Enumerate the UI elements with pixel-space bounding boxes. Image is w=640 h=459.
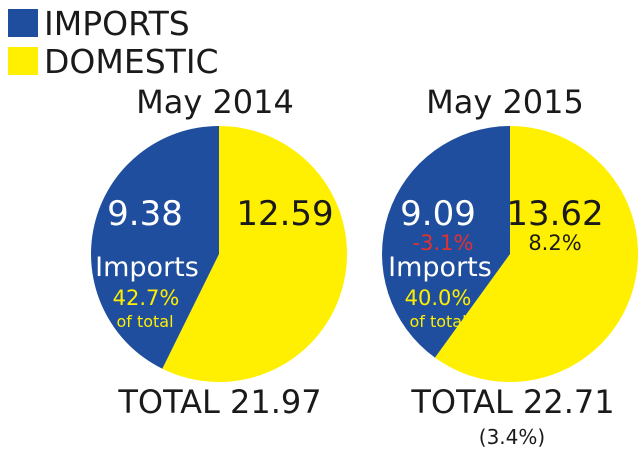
- imports-share-2015: 40.0%: [405, 286, 472, 310]
- imports-value-2015: 9.09: [400, 194, 476, 234]
- imports-label-2014: Imports: [95, 252, 199, 283]
- legend-label-imports: IMPORTS: [44, 3, 190, 43]
- legend: IMPORTS DOMESTIC: [8, 4, 219, 80]
- imports-value-2014: 9.38: [107, 194, 183, 234]
- imports-change-2015: -3.1%: [413, 231, 474, 255]
- total-2014: TOTAL 21.97: [117, 383, 321, 421]
- imports-share-2014: 42.7%: [113, 286, 180, 310]
- legend-item-domestic: DOMESTIC: [8, 42, 219, 80]
- chart-title-may-2014: May 2014: [136, 83, 294, 121]
- legend-label-domestic: DOMESTIC: [44, 41, 219, 81]
- total-2015: TOTAL 22.71: [410, 383, 614, 421]
- domestic-value-2015: 13.62: [506, 194, 603, 234]
- pie-slice-imports-2015: [382, 126, 510, 358]
- domestic-value-2014: 12.59: [236, 194, 333, 234]
- legend-swatch-domestic: [8, 47, 38, 75]
- total-change-2015: (3.4%): [479, 425, 545, 449]
- pie-slice-imports-2014: [91, 126, 219, 369]
- legend-item-imports: IMPORTS: [8, 4, 219, 42]
- pie-may-2014: [91, 126, 348, 382]
- pie-may-2015: [382, 126, 639, 383]
- imports-share-sub-2015: of total: [409, 312, 466, 331]
- chart-title-may-2015: May 2015: [426, 83, 584, 121]
- imports-label-2015: Imports: [388, 252, 492, 283]
- pie-slice-domestic-2014: [162, 126, 348, 382]
- pie-slice-domestic-2015: [434, 126, 639, 383]
- domestic-change-2015: 8.2%: [528, 231, 581, 255]
- imports-share-sub-2014: of total: [116, 312, 173, 331]
- legend-swatch-imports: [8, 9, 38, 37]
